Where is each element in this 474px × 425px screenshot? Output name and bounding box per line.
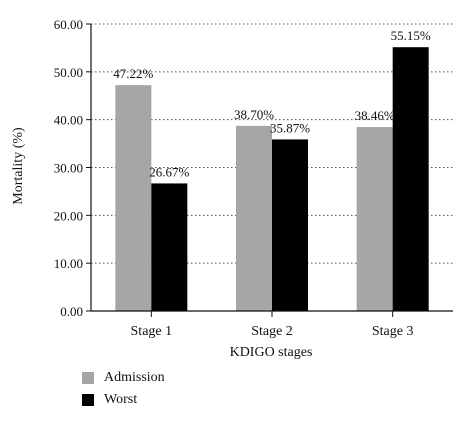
data-label-worst: 26.67% [149, 164, 189, 179]
bar-worst [272, 139, 308, 311]
legend-label-worst: Worst [104, 392, 138, 407]
y-tick-label: 20.00 [54, 208, 83, 223]
data-labels: 47.22% 26.67% 38.70%35.87% 38.46% 55.15% [113, 28, 431, 179]
x-tick-label: Stage 2 [251, 324, 293, 339]
y-tick-label: 30.00 [54, 161, 83, 176]
data-label-admission: 38.70% [234, 107, 274, 122]
y-tick-label: 60.00 [54, 17, 83, 32]
bar-worst [392, 47, 429, 312]
x-tick-label: Stage 3 [372, 324, 414, 339]
axes [86, 23, 453, 317]
y-axis-label: Mortality (%) [11, 127, 26, 205]
data-label-worst: 35.87% [270, 120, 310, 135]
bar-worst [151, 183, 188, 311]
legend-swatch-admission [82, 372, 94, 384]
legend: Admission Worst [82, 368, 165, 412]
legend-item-worst: Worst [82, 390, 165, 410]
x-tick-labels: Stage 1 Stage 2 Stage 3 [131, 324, 414, 339]
bar-admission [115, 85, 152, 311]
data-label-worst: 55.15% [391, 28, 431, 43]
x-tick-label: Stage 1 [131, 324, 173, 339]
y-tick-label: 10.00 [54, 256, 83, 271]
y-tick-label: 0.00 [60, 304, 83, 319]
data-label-admission: 38.46% [355, 108, 395, 123]
y-tick-label: 50.00 [54, 65, 83, 80]
bar-admission [356, 127, 393, 312]
legend-item-admission: Admission [82, 368, 165, 388]
data-label-admission: 47.22% [113, 66, 153, 81]
legend-swatch-worst [82, 394, 94, 406]
y-tick-labels: 0.00 10.00 20.00 30.00 40.00 50.00 60.00 [54, 17, 83, 319]
x-axis-label: KDIGO stages [230, 345, 313, 360]
legend-label-admission: Admission [104, 370, 165, 385]
bar-admission [236, 125, 272, 311]
bars [115, 47, 429, 312]
y-tick-label: 40.00 [54, 113, 83, 128]
